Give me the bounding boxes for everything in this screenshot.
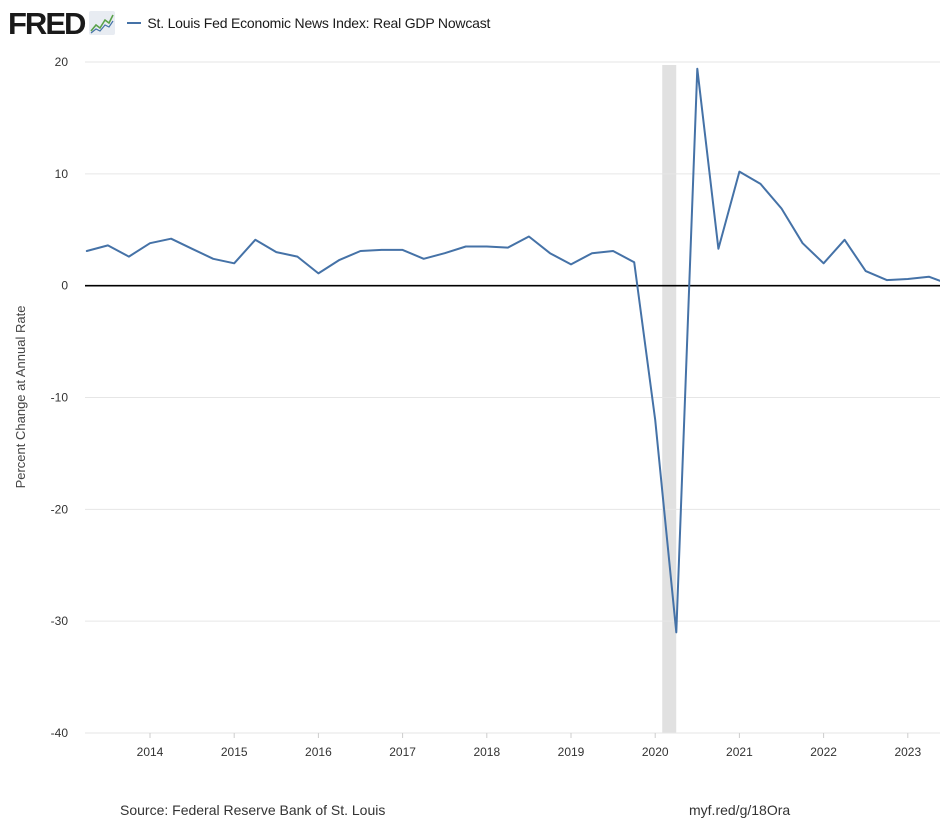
data-point[interactable]: [863, 268, 869, 274]
data-point[interactable]: [231, 260, 237, 266]
y-tick-label-20: 20: [55, 55, 69, 69]
data-point[interactable]: [336, 257, 342, 263]
y-tick-label-10: 10: [55, 167, 69, 181]
data-point[interactable]: [779, 206, 785, 212]
data-point[interactable]: [442, 250, 448, 256]
data-point[interactable]: [631, 259, 637, 265]
data-point[interactable]: [147, 240, 153, 246]
data-point[interactable]: [400, 247, 406, 253]
data-point[interactable]: [210, 256, 216, 262]
data-point[interactable]: [526, 233, 532, 239]
y-tick-label-0: 0: [61, 279, 68, 293]
series-layer: [84, 66, 940, 636]
data-point[interactable]: [589, 250, 595, 256]
y-tick-labels: 20 10 0 -10 -20 -30 -40: [51, 55, 69, 740]
data-point[interactable]: [84, 248, 90, 254]
data-point[interactable]: [652, 417, 658, 423]
legend-swatch: [127, 22, 141, 24]
data-point[interactable]: [673, 629, 679, 635]
footer-source: Source: Federal Reserve Bank of St. Loui…: [120, 802, 385, 818]
x-tick-label-2021: 2021: [726, 745, 753, 759]
data-point[interactable]: [252, 237, 258, 243]
data-point[interactable]: [842, 237, 848, 243]
data-point[interactable]: [547, 250, 553, 256]
x-tick-label-2017: 2017: [389, 745, 416, 759]
data-point[interactable]: [610, 248, 616, 254]
y-tick-label--10: -10: [51, 391, 69, 405]
y-axis-label: Percent Change at Annual Rate: [13, 306, 28, 489]
line-chart-icon: [89, 11, 115, 35]
y-tick-label--40: -40: [51, 726, 69, 740]
data-point[interactable]: [189, 246, 195, 252]
data-point[interactable]: [694, 66, 700, 72]
data-point[interactable]: [757, 181, 763, 187]
data-point[interactable]: [568, 261, 574, 267]
legend-series-label: St. Louis Fed Economic News Index: Real …: [147, 15, 490, 31]
chart-header: FRED St. Louis Fed Economic News Index: …: [8, 6, 490, 40]
y-tick-label--30: -30: [51, 614, 69, 628]
data-point[interactable]: [715, 246, 721, 252]
x-tick-label-2022: 2022: [810, 745, 837, 759]
x-tick-label-2019: 2019: [558, 745, 585, 759]
x-tick-label-2015: 2015: [221, 745, 248, 759]
data-point[interactable]: [905, 276, 911, 282]
x-tick-label-2014: 2014: [137, 745, 164, 759]
x-tick-label-2020: 2020: [642, 745, 669, 759]
y-tick-label--20: -20: [51, 502, 69, 516]
data-point[interactable]: [800, 240, 806, 246]
data-point[interactable]: [484, 244, 490, 250]
footer-short-link[interactable]: myf.red/g/18Ora: [689, 802, 790, 818]
data-point[interactable]: [463, 244, 469, 250]
data-point[interactable]: [105, 242, 111, 248]
data-point[interactable]: [821, 260, 827, 266]
data-point[interactable]: [926, 274, 932, 280]
data-point[interactable]: [168, 236, 174, 242]
fred-logo[interactable]: FRED: [8, 8, 84, 39]
x-tick-label-2016: 2016: [305, 745, 332, 759]
data-point[interactable]: [294, 254, 300, 260]
x-tick-label-2018: 2018: [473, 745, 500, 759]
gridlines-layer: [85, 62, 940, 733]
data-point[interactable]: [273, 249, 279, 255]
data-point[interactable]: [126, 254, 132, 260]
data-point[interactable]: [421, 256, 427, 262]
series-line-0[interactable]: [87, 69, 940, 633]
data-point[interactable]: [505, 245, 511, 251]
data-point[interactable]: [358, 248, 364, 254]
x-tick-label-2023: 2023: [894, 745, 921, 759]
x-tick-labels: 2014 2015 2016 2017 2018 2019 2020 2021 2022 2023: [137, 733, 922, 759]
data-point[interactable]: [736, 169, 742, 175]
data-point[interactable]: [884, 277, 890, 283]
data-point[interactable]: [315, 270, 321, 276]
data-point[interactable]: [379, 247, 385, 253]
